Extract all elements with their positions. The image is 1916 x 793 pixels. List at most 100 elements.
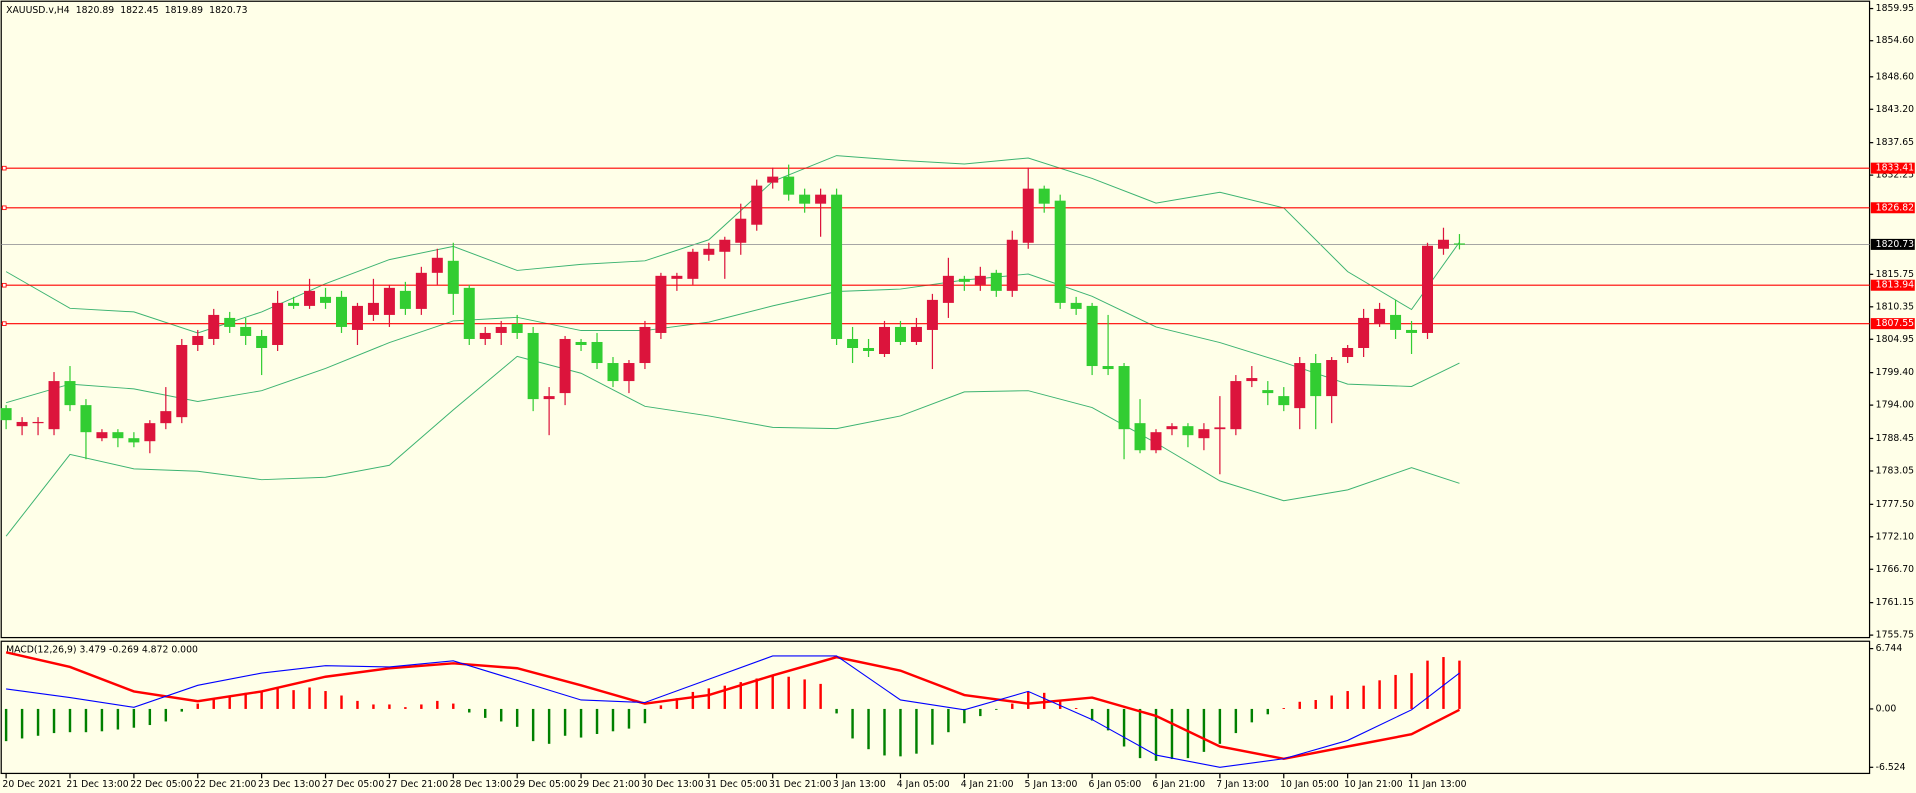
candle-body [767,176,779,183]
candle-body [926,299,938,330]
candle-body [783,176,795,195]
y-tick-label: 6.744 [1876,643,1903,654]
ohlc-close: 1820.73 [209,4,247,15]
candle-body [32,421,44,424]
candle-body [288,302,300,306]
candle-body [687,251,699,279]
y-tick-label: 1837.65 [1876,137,1914,148]
candle-body [958,278,970,282]
bollinger-lower [5,355,1460,537]
candle-body [1006,239,1018,291]
candle-body [751,185,763,225]
candle-body [719,239,731,252]
x-tick-label: 27 Dec 05:00 [322,779,384,790]
candle-body [1166,426,1178,430]
candle-body [1374,308,1386,324]
candle-body [703,248,715,255]
candle-body [1118,366,1130,430]
macd-panel-frame [0,640,1871,775]
x-tick-label: 3 Jan 13:00 [833,779,886,790]
candle-body [511,323,523,333]
candle-body [1230,381,1242,430]
candle-body [1022,188,1034,243]
candle-body [1182,426,1194,436]
level-label-box [1870,318,1915,330]
candle-body [399,290,411,309]
candle-body [735,218,747,243]
candle-body [176,344,188,418]
candle-body [1102,366,1114,370]
candle-body [1262,390,1274,394]
candle-body [112,432,124,439]
candle-body [1310,363,1322,397]
candle-body [1214,427,1226,430]
y-tick-label: -6.524 [1876,762,1906,773]
x-tick-label: 22 Dec 21:00 [194,779,256,790]
candle-body [623,363,635,382]
candle-body [799,194,811,204]
candle-body [671,275,683,279]
x-tick-label: 7 Jan 13:00 [1216,779,1269,790]
candle-body [351,305,363,330]
x-tick-label: 29 Dec 05:00 [514,779,576,790]
x-tick-label: 4 Jan 21:00 [961,779,1014,790]
y-tick-label: 1854.60 [1876,35,1914,46]
x-tick-label: 29 Dec 21:00 [577,779,639,790]
candle-body [1054,200,1066,303]
y-tick-label: 1815.75 [1876,269,1914,280]
y-tick-label: 0.00 [1876,703,1897,714]
y-tick-label: 1766.70 [1876,564,1914,575]
candle-body [96,432,108,439]
candle-body [447,260,459,294]
y-tick-label: 1832.25 [1876,170,1914,181]
candle-body [1422,245,1434,333]
candle-body [1150,432,1162,451]
candle-body [16,421,28,427]
candle-body [304,290,316,306]
symbol: XAUUSD.v,H4 [6,4,70,15]
x-tick-label: 10 Jan 05:00 [1280,779,1339,790]
candle-body [1038,188,1050,204]
level-marker [2,165,7,171]
level-marker [2,321,7,326]
level-marker [2,282,7,288]
candle-body [1406,329,1418,333]
candle-body [1294,363,1306,409]
y-tick-label: 1783.05 [1876,465,1914,476]
candle-body [1086,305,1098,367]
candle-body [1070,302,1082,309]
y-tick-label: 1794.00 [1876,400,1914,411]
candle-body [495,326,507,333]
ohlc-open: 1820.89 [76,4,114,15]
main-panel-frame [0,0,1871,639]
candle-body [128,438,140,443]
candle-body [815,194,827,204]
candle-body [879,326,890,355]
candle-body [160,411,172,424]
level-label: 1833.41 [1876,163,1914,174]
candle-body [224,317,236,327]
candle-body [607,363,619,382]
ohlc-high: 1822.45 [120,4,158,15]
ohlc-low: 1819.89 [165,4,203,15]
x-tick-label: 21 Dec 13:00 [66,779,128,790]
candle-body [1278,396,1290,406]
candle-body [1198,429,1210,439]
x-tick-label: 5 Jan 13:00 [1025,779,1078,790]
candle-body [1358,317,1370,348]
candle-body [655,275,667,333]
x-tick-label: 22 Dec 05:00 [130,779,192,790]
candle-body [910,326,922,342]
candle-body [320,296,332,303]
y-tick-label: 1772.10 [1876,531,1914,542]
macd-line [6,655,1460,768]
candle-body [64,381,76,406]
x-tick-label: 23 Dec 13:00 [258,779,320,790]
candle-body [1246,378,1258,382]
candle-body [208,314,220,339]
level-marker [2,205,7,211]
level-label: 1807.55 [1876,318,1914,329]
candle-body [575,341,587,345]
candle-body [0,408,12,421]
candle-body [639,326,651,364]
